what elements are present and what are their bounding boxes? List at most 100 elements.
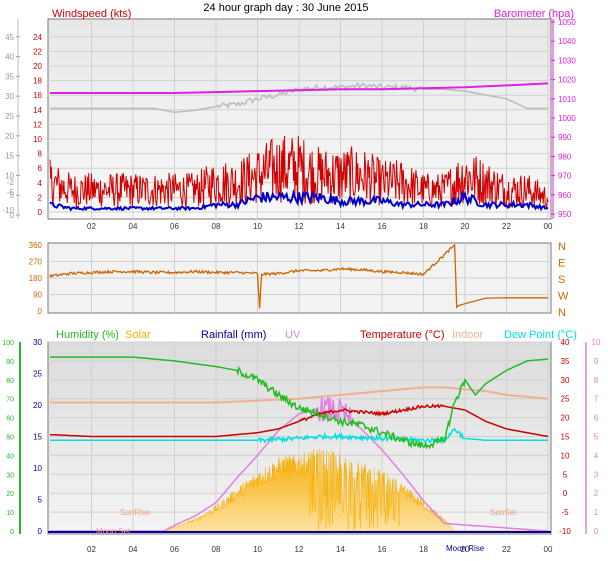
humidity-tick-label: 100	[2, 340, 14, 347]
sunset-label: SunSet	[490, 508, 517, 517]
legend-entry: UV	[285, 329, 301, 341]
temperature-tick-label: 40	[561, 338, 570, 347]
wind-outer-tick-label: 45	[5, 33, 14, 42]
panel3-annotations: SunRise Moon Set SunSet Moon Rise	[96, 508, 517, 553]
legend-entry: Dew Point (°C)	[504, 329, 577, 341]
wind-inner-tick-label: 20	[33, 62, 42, 71]
compass-label: E	[558, 258, 565, 270]
wind-outer-tick-label: 20	[5, 132, 14, 141]
temperature-tick-label: -5	[561, 508, 569, 517]
humidity-tick-label: 20	[6, 491, 14, 498]
humidity-tick-label: 40	[6, 453, 14, 460]
p3-x-tick-label: 04	[129, 545, 138, 554]
wind-outer-tick-label: 15	[5, 152, 14, 161]
wind-outer-tick-label: 35	[5, 72, 14, 81]
humidity-tick-label: 60	[6, 416, 14, 423]
baro-tick-label: 990	[558, 133, 572, 142]
humidity-line	[50, 356, 549, 450]
baro-tick-label: 950	[558, 210, 572, 219]
compass-label: N	[558, 241, 566, 253]
humidity-tick-label: 0	[10, 529, 14, 536]
temperature-tick-label: 5	[563, 470, 568, 479]
uv-tick-label: 4	[594, 451, 599, 460]
p1-x-tick-label: 06	[170, 222, 179, 231]
baro-tick-label: 1020	[558, 76, 576, 85]
baro-tick-label: 1010	[558, 95, 576, 104]
chart-title: 24 hour graph day : 30 June 2015	[203, 2, 368, 14]
legend-entry: Solar	[125, 329, 151, 341]
panel1-x-ticks: 02 04 06 08 10 12 14 16 18 20 22 00	[87, 222, 553, 231]
rain-tick-label: 30	[33, 338, 42, 347]
compass-label: S	[558, 274, 565, 286]
wind-outer-tick-label: 40	[5, 53, 14, 62]
p3-x-tick-label: 20	[461, 545, 470, 554]
panel3-x-ticks: 02 04 06 08 10 12 14 16 18 20 22 00	[87, 545, 553, 554]
wind-inner-tick-label: 16	[33, 91, 42, 100]
wind-inner-tick-label: 10	[33, 135, 42, 144]
humidity-tick-label: 10	[6, 510, 14, 517]
direction-degree-ticks: 0 90 180 270 360	[29, 241, 43, 316]
compass-label: N	[558, 307, 566, 319]
wind-outer-tick-label: 10	[5, 171, 14, 180]
p1-x-tick-label: 16	[378, 222, 387, 231]
temperature-line	[49, 403, 549, 438]
uv-tick-label: 0	[594, 527, 599, 536]
baro-ticks: 950 960 970 980 990 1000 1010 1020 1030 1040 1050	[551, 18, 576, 219]
uv-tick-label: 3	[594, 470, 599, 479]
wind-outer-ticks: 0 5 10 15 20 25 30 35 40 45	[5, 19, 20, 220]
wind-outer-tick-label: 5	[10, 191, 15, 200]
temperature-ticks: -10 -5 0 5 10 15 20 25 30 35 40	[559, 338, 571, 536]
wind-negative-tick-label: -10	[2, 206, 14, 215]
temperature-tick-label: 15	[561, 433, 570, 442]
rain-ticks: 0 5 10 15 20 25 30	[33, 338, 42, 536]
baro-tick-label: 1000	[558, 114, 576, 123]
p3-x-tick-label: 00	[544, 545, 553, 554]
wind-inner-tick-label: 22	[33, 47, 42, 56]
p3-x-tick-label: 22	[502, 545, 511, 554]
wind-inner-tick-label: 4	[38, 179, 43, 188]
windspeed-label: Windspeed (kts)	[52, 8, 131, 20]
wind-inner-tick-label: 14	[33, 106, 42, 115]
wind-inner-tick-label: 2	[38, 193, 43, 202]
uv-tick-label: 5	[594, 433, 599, 442]
p1-x-tick-label: 14	[336, 222, 345, 231]
rain-tick-label: 25	[33, 370, 42, 379]
p1-x-tick-label: 12	[295, 222, 304, 231]
humidity-tick-label: 50	[6, 435, 14, 442]
panel-temp-humidity: Humidity (%) Solar Rainfall (mm) UV Temperat…	[2, 329, 601, 554]
rain-tick-label: 15	[33, 433, 42, 442]
direction-degree-label: 270	[29, 258, 43, 267]
temperature-tick-label: 25	[561, 395, 570, 404]
compass-label: W	[558, 291, 569, 303]
uv-tick-label: 6	[594, 414, 599, 423]
temperature-tick-label: 0	[563, 489, 568, 498]
temperature-tick-label: 20	[561, 414, 570, 423]
p1-x-tick-label: 22	[502, 222, 511, 231]
p3-x-tick-label: 10	[253, 545, 262, 554]
wind-inner-tick-label: 18	[33, 77, 42, 86]
p1-x-tick-label: 02	[87, 222, 96, 231]
panel3-legend: Humidity (%) Solar Rainfall (mm) UV Temperat…	[56, 329, 577, 341]
dewpoint-line	[50, 427, 548, 445]
temperature-tick-label: 10	[561, 451, 570, 460]
p1-x-tick-label: 10	[253, 222, 262, 231]
p1-x-tick-label: 20	[461, 222, 470, 231]
legend-entry: Temperature (°C)	[360, 329, 444, 341]
wind-inner-tick-label: 12	[33, 120, 42, 129]
panel1-series	[49, 81, 549, 212]
wind-negative-tick-label: -2	[7, 178, 15, 187]
panel2-series	[49, 243, 548, 309]
rain-tick-label: 20	[33, 401, 42, 410]
legend-entry: Indoor	[452, 329, 484, 341]
rain-tick-label: 5	[38, 496, 43, 505]
temperature-tick-label: 35	[561, 357, 570, 366]
wind-outer-tick-label: 0	[10, 211, 15, 220]
uv-tick-label: 7	[594, 395, 599, 404]
temperature-tick-label: 30	[561, 376, 570, 385]
humidity-tick-label: 80	[6, 378, 14, 385]
uv-tick-label: 8	[594, 376, 599, 385]
baro-tick-label: 970	[558, 172, 572, 181]
